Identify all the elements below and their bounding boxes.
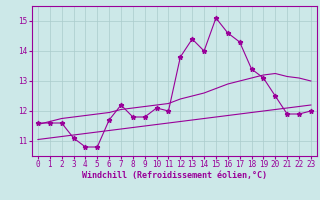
X-axis label: Windchill (Refroidissement éolien,°C): Windchill (Refroidissement éolien,°C) [82,171,267,180]
